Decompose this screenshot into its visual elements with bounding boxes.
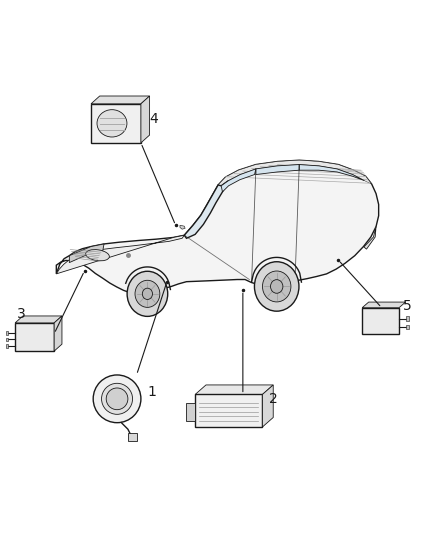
Polygon shape — [69, 244, 104, 263]
Text: 2: 2 — [269, 392, 278, 406]
Polygon shape — [15, 316, 62, 323]
Text: 3: 3 — [17, 307, 26, 321]
Ellipse shape — [262, 271, 291, 302]
Polygon shape — [180, 225, 185, 229]
Text: 4: 4 — [150, 112, 158, 126]
Text: 5: 5 — [403, 298, 412, 312]
Ellipse shape — [254, 262, 299, 311]
Circle shape — [106, 388, 128, 410]
Polygon shape — [256, 165, 299, 174]
Ellipse shape — [135, 280, 160, 308]
Ellipse shape — [142, 288, 152, 300]
FancyBboxPatch shape — [186, 402, 195, 421]
Text: 1: 1 — [148, 385, 156, 399]
FancyBboxPatch shape — [15, 323, 54, 351]
FancyBboxPatch shape — [6, 337, 8, 341]
FancyBboxPatch shape — [406, 317, 409, 321]
FancyBboxPatch shape — [195, 394, 262, 427]
Ellipse shape — [86, 249, 110, 261]
Polygon shape — [262, 385, 273, 427]
FancyBboxPatch shape — [6, 331, 8, 335]
Polygon shape — [299, 165, 364, 181]
Polygon shape — [57, 235, 184, 274]
Polygon shape — [195, 385, 273, 394]
FancyBboxPatch shape — [362, 308, 399, 334]
Polygon shape — [364, 227, 376, 249]
Polygon shape — [141, 96, 150, 143]
Polygon shape — [54, 316, 62, 351]
Polygon shape — [218, 160, 372, 186]
FancyBboxPatch shape — [6, 344, 8, 348]
Circle shape — [102, 383, 133, 414]
FancyBboxPatch shape — [406, 325, 409, 329]
Polygon shape — [91, 96, 150, 104]
FancyBboxPatch shape — [91, 104, 141, 143]
Polygon shape — [362, 302, 406, 308]
Ellipse shape — [127, 271, 168, 317]
Polygon shape — [184, 181, 229, 238]
Polygon shape — [221, 169, 256, 192]
FancyBboxPatch shape — [128, 433, 138, 441]
Ellipse shape — [271, 280, 283, 293]
Ellipse shape — [97, 110, 127, 137]
Circle shape — [93, 375, 141, 423]
Polygon shape — [57, 160, 378, 293]
